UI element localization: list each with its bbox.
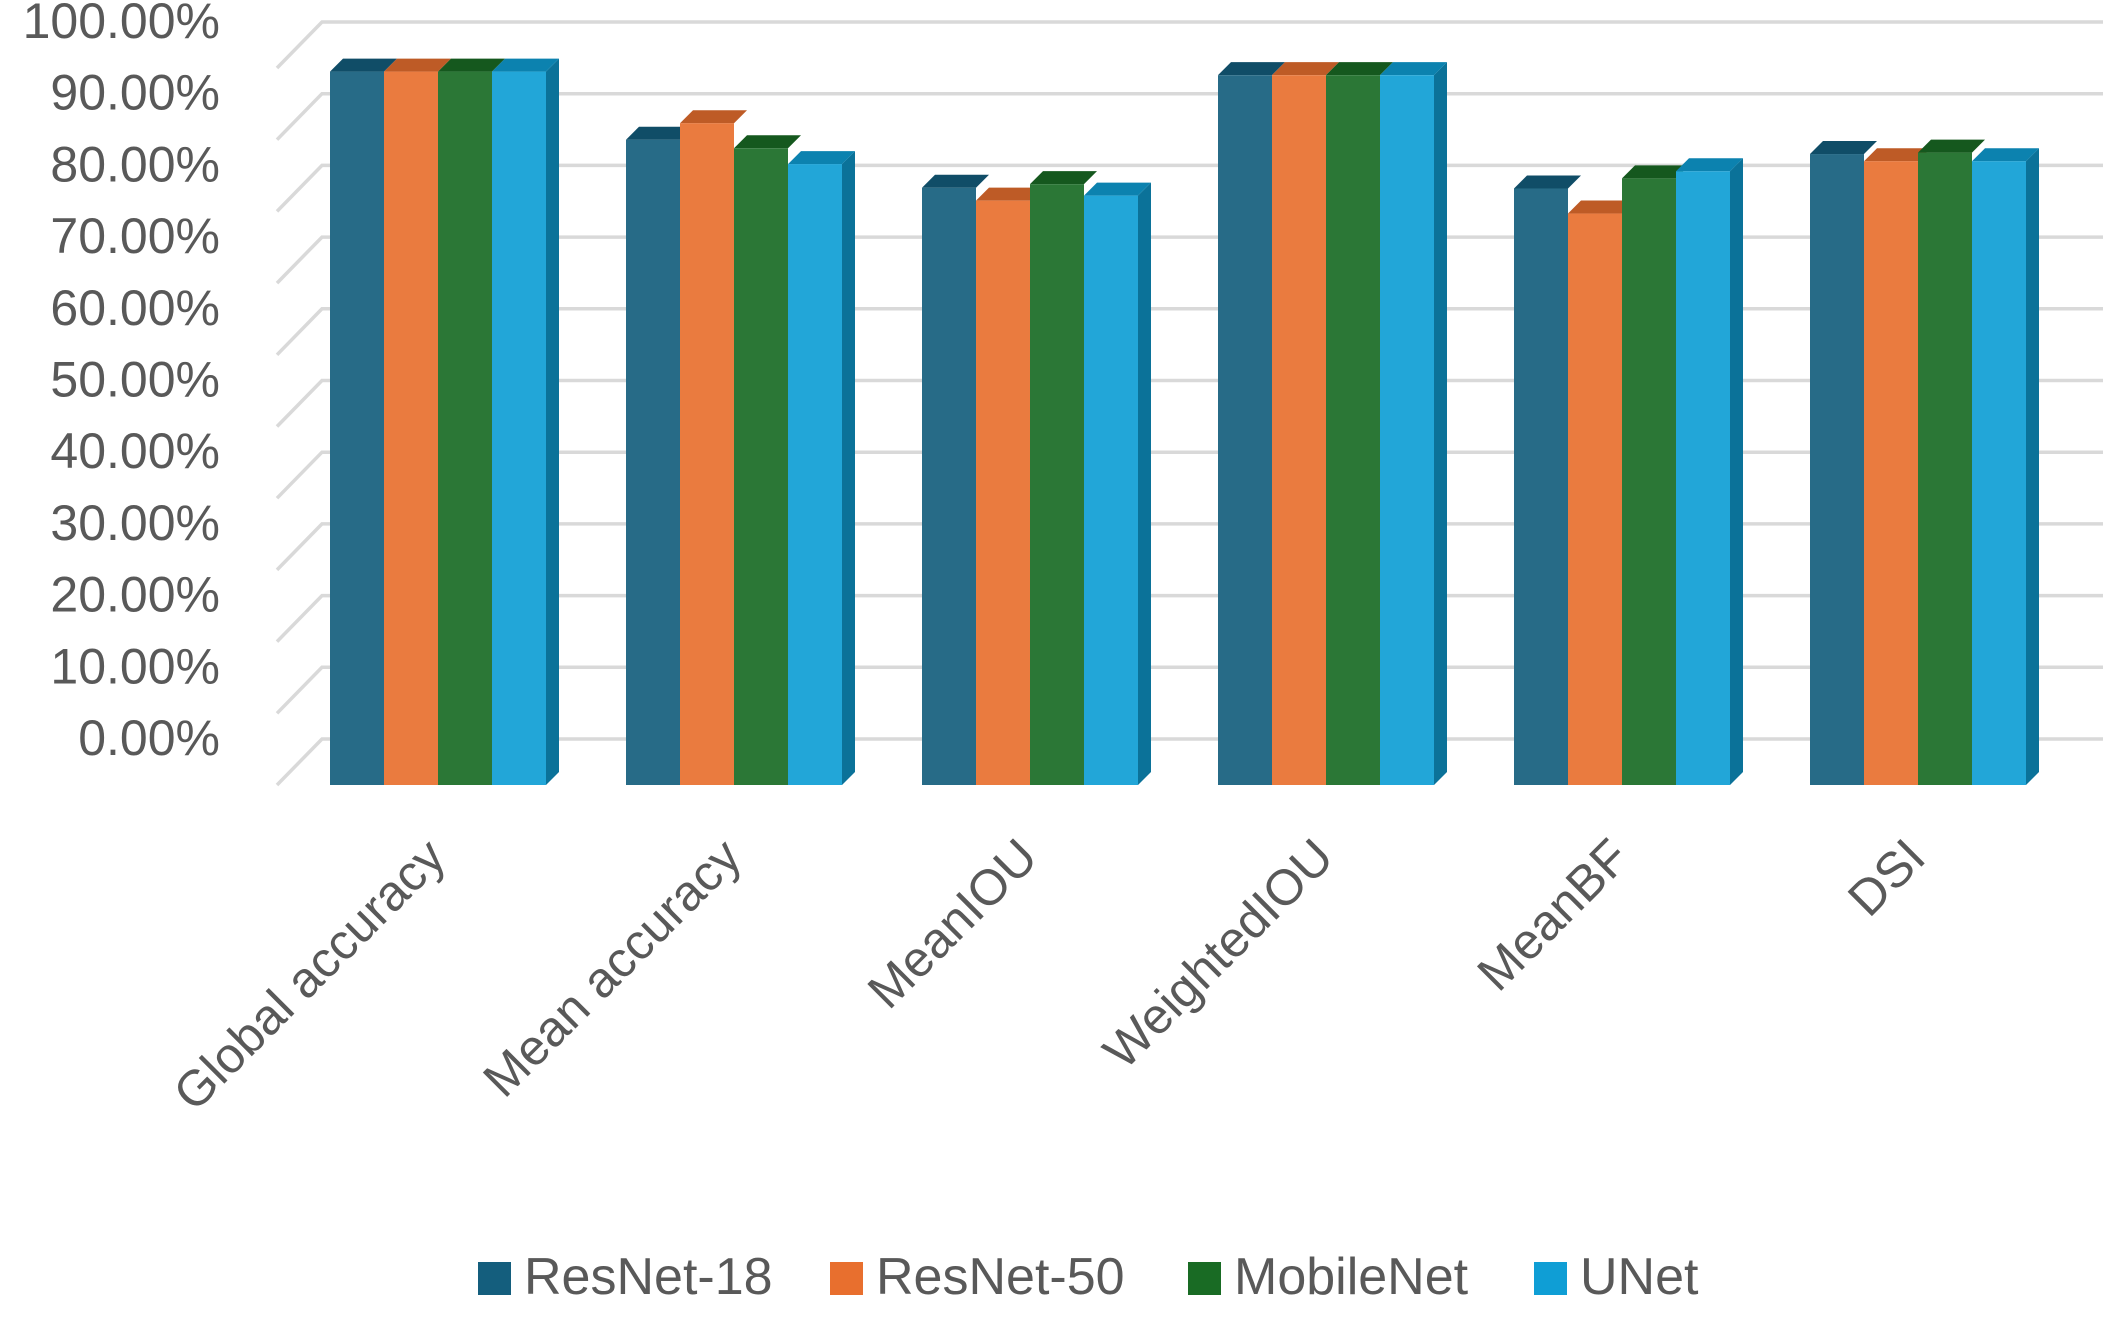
bar (1326, 62, 1393, 786)
bar (1676, 158, 1743, 786)
bar (1622, 165, 1689, 786)
bar (1864, 148, 1931, 785)
bar (1568, 200, 1635, 785)
legend-item: UNet (1534, 1248, 1699, 1306)
legend: ResNet-18 ResNet-50 MobileNet UNet (478, 1248, 1699, 1306)
bar (1218, 62, 1285, 786)
bar (492, 58, 559, 785)
legend-item: ResNet-50 (830, 1248, 1125, 1306)
bar (1514, 175, 1581, 785)
bar (330, 58, 397, 785)
gridline (275, 91, 2103, 141)
legend-label: UNet (1580, 1248, 1699, 1306)
y-tick-label: 20.00% (50, 567, 220, 623)
y-tick-label: 90.00% (50, 65, 220, 121)
bar-group (1218, 62, 1447, 786)
x-category-label: Mean accuracy (472, 828, 751, 1107)
x-category-label: MeanIOU (857, 828, 1048, 1019)
gridline (275, 593, 2103, 643)
legend-swatch (478, 1262, 511, 1295)
y-tick-label: 30.00% (50, 495, 220, 551)
bar (1918, 139, 1985, 785)
y-tick-label: 10.00% (50, 638, 220, 694)
legend-item: ResNet-18 (478, 1248, 773, 1306)
y-tick-label: 40.00% (50, 423, 220, 479)
y-tick-label: 0.00% (78, 710, 220, 766)
x-category-label: MeanBF (1467, 828, 1640, 1001)
legend-swatch (1534, 1262, 1567, 1295)
bar (976, 187, 1043, 785)
gridline (275, 665, 2103, 715)
x-axis-category-labels: Global accuracy Mean accuracy MeanIOU Weigh… (163, 828, 1936, 1121)
gridline (275, 235, 2103, 285)
bar-group (330, 58, 559, 785)
bar (384, 58, 451, 785)
gridline (275, 163, 2103, 213)
bar (438, 58, 505, 785)
legend-swatch (1188, 1262, 1221, 1295)
bar (1272, 62, 1339, 786)
x-category-label: Global accuracy (163, 828, 456, 1121)
legend-swatch (830, 1262, 863, 1295)
bar (1810, 141, 1877, 786)
legend-label: MobileNet (1234, 1248, 1469, 1306)
x-category-label: DSI (1837, 828, 1936, 927)
gridline (275, 522, 2103, 572)
bar-group (1810, 139, 2039, 786)
bar (626, 126, 693, 785)
bar (734, 135, 801, 785)
bar-group (1514, 158, 1743, 786)
bar (1084, 182, 1151, 786)
bar-group (922, 171, 1151, 786)
y-tick-label: 100.00% (23, 0, 220, 49)
y-tick-label: 80.00% (50, 136, 220, 192)
bar-group (626, 110, 855, 786)
gridline (275, 450, 2103, 500)
gridline (275, 20, 2103, 70)
gridlines (275, 20, 2103, 787)
gridline (275, 307, 2103, 357)
y-tick-label: 70.00% (50, 208, 220, 264)
y-axis-tick-labels: 0.00% 10.00% 20.00% 30.00% 40.00% 50.00% 60.00… (23, 0, 220, 766)
bars (330, 58, 2039, 786)
bar (1380, 62, 1447, 786)
bar (1030, 171, 1097, 786)
gridline (275, 378, 2103, 428)
x-category-label: WeightedIOU (1093, 828, 1344, 1079)
gridline (275, 737, 2103, 787)
legend-item: MobileNet (1188, 1248, 1469, 1306)
y-tick-label: 60.00% (50, 280, 220, 336)
bar (680, 110, 747, 786)
y-tick-label: 50.00% (50, 352, 220, 408)
bar (1972, 148, 2039, 785)
legend-label: ResNet-50 (876, 1248, 1125, 1306)
legend-label: ResNet-18 (524, 1248, 773, 1306)
bar (788, 151, 855, 785)
bar (922, 174, 989, 785)
